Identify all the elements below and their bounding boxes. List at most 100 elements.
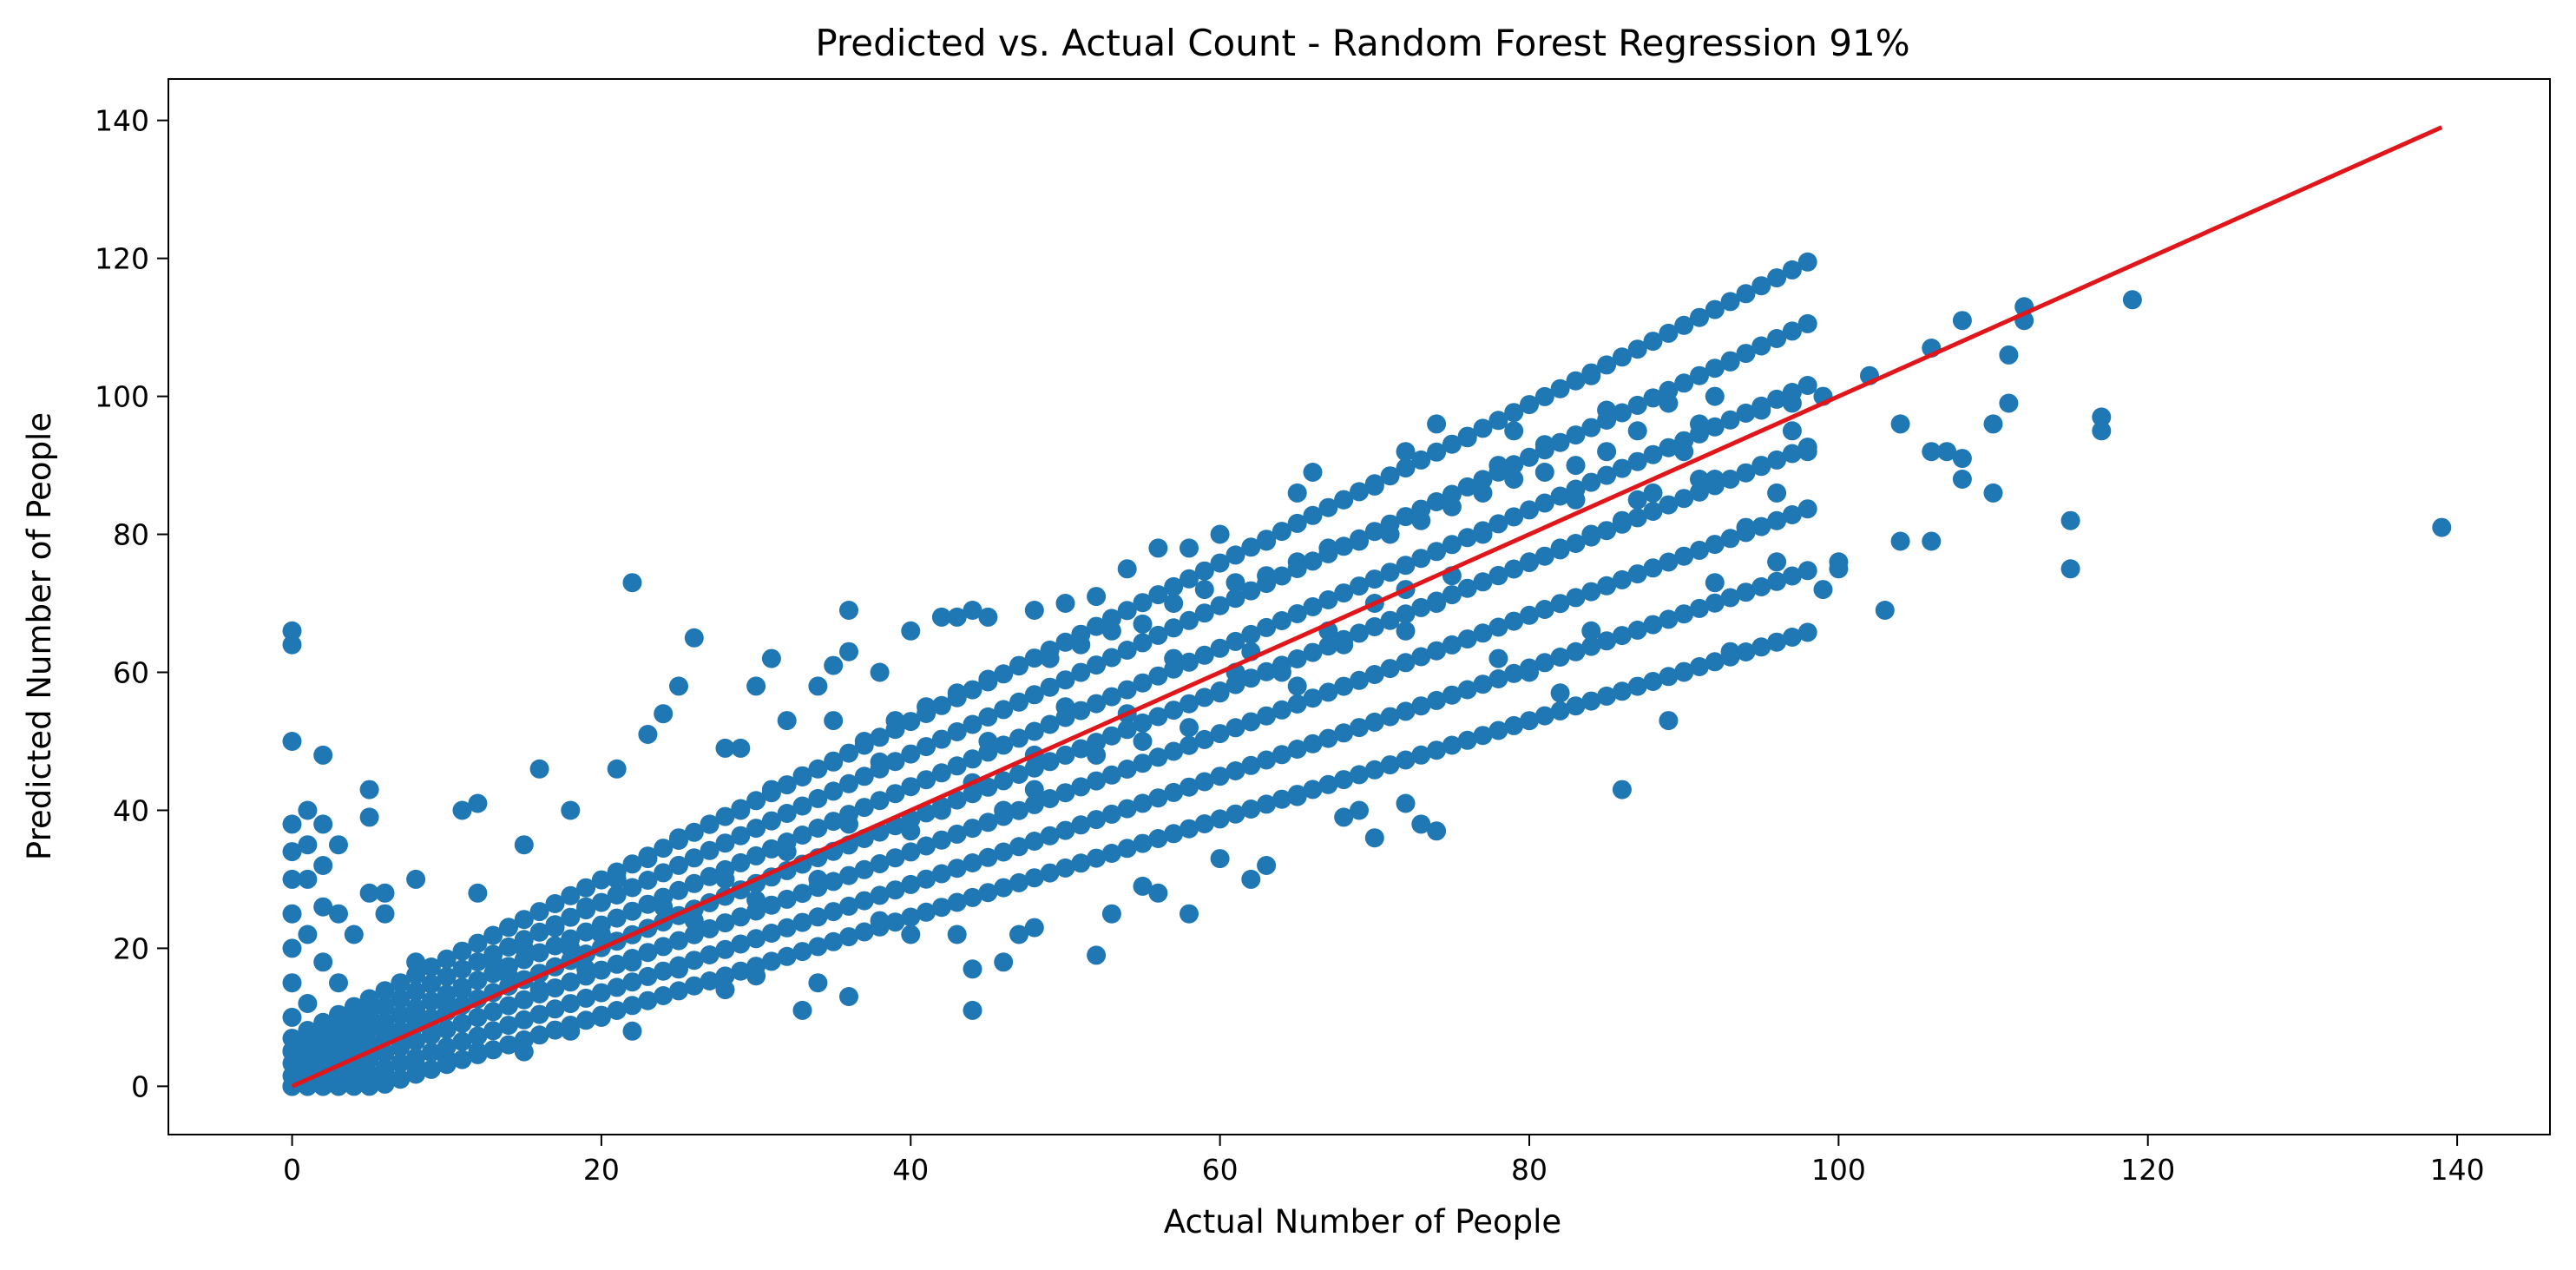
scatter-point	[1782, 383, 1802, 402]
scatter-point	[854, 735, 874, 755]
scatter-point	[1457, 730, 1477, 750]
scatter-point	[1952, 470, 1972, 489]
scatter-point	[1272, 611, 1291, 630]
scatter-point	[298, 994, 318, 1013]
scatter-point	[1164, 576, 1184, 596]
scatter-point	[1782, 505, 1802, 524]
scatter-point	[1040, 752, 1060, 772]
y-tick-label: 40	[113, 793, 149, 827]
scatter-point	[329, 1033, 348, 1053]
scatter-point	[1504, 663, 1524, 683]
scatter-point	[1581, 636, 1601, 656]
scatter-point	[870, 759, 890, 779]
scatter-point	[1782, 421, 1802, 441]
scatter-point	[917, 869, 936, 889]
reference-line-layer	[291, 125, 2443, 1089]
scatter-point	[1210, 724, 1230, 744]
scatter-point	[963, 853, 982, 872]
scatter-point	[1287, 649, 1307, 668]
x-tick-label: 60	[1202, 1153, 1239, 1187]
scatter-point	[514, 950, 534, 970]
scatter-point	[901, 874, 921, 894]
scatter-point	[978, 672, 998, 692]
scatter-point	[391, 1069, 411, 1089]
scatter-point	[1566, 534, 1586, 553]
scatter-point	[1550, 540, 1570, 560]
scatter-point	[1674, 546, 1694, 566]
scatter-point	[669, 931, 688, 951]
scatter-point	[1334, 723, 1354, 743]
scatter-point	[375, 883, 395, 903]
scatter-point	[715, 939, 735, 959]
scatter-point	[1690, 365, 1709, 385]
scatter-point	[1009, 728, 1028, 748]
scatter-point	[591, 1005, 611, 1025]
scatter-point	[576, 966, 596, 986]
scatter-point	[1024, 685, 1044, 705]
scatter-point	[1442, 535, 1462, 555]
scatter-point	[931, 695, 951, 715]
scatter-point	[1473, 483, 1493, 503]
scatter-point	[638, 990, 658, 1010]
y-tick-label: 60	[113, 656, 149, 690]
scatter-point	[1720, 588, 1740, 608]
scatter-point	[1782, 628, 1802, 647]
scatter-point	[1612, 347, 1632, 367]
scatter-point	[1164, 741, 1184, 761]
scatter-point	[545, 915, 565, 935]
scatter-point	[1318, 543, 1338, 563]
reference-line	[291, 125, 2443, 1089]
scatter-point	[1566, 425, 1586, 445]
scatter-point	[1952, 311, 1972, 331]
scatter-point	[406, 982, 426, 1002]
scatter-point	[963, 714, 982, 734]
scatter-point	[1396, 701, 1416, 721]
scatter-point	[1087, 655, 1107, 675]
scatter-point	[591, 915, 611, 935]
scatter-point	[622, 573, 642, 593]
scatter-point	[344, 997, 364, 1017]
scatter-point	[313, 1040, 333, 1060]
scatter-point	[1164, 594, 1184, 613]
scatter-point	[1396, 442, 1416, 462]
scatter-point	[1427, 542, 1447, 562]
scatter-point	[1597, 465, 1617, 485]
scatter-point	[792, 1000, 812, 1020]
scatter-point	[1767, 329, 1787, 348]
scatter-point	[1055, 820, 1075, 840]
scatter-point	[622, 878, 642, 898]
scatter-point	[1055, 670, 1075, 690]
scatter-point	[529, 759, 549, 779]
scatter-point	[1148, 788, 1168, 808]
scatter-point	[1627, 490, 1647, 510]
scatter-point	[1736, 463, 1756, 483]
scatter-point	[978, 607, 998, 627]
scatter-point	[406, 869, 426, 889]
scatter-point	[514, 1030, 534, 1050]
scatter-point	[1643, 558, 1663, 578]
scatter-point	[1767, 450, 1787, 470]
scatter-point	[1705, 359, 1725, 378]
scatter-point	[1612, 681, 1632, 701]
scatter-point	[1705, 417, 1725, 437]
scatter-point	[1101, 765, 1121, 785]
scatter-point	[282, 1029, 302, 1049]
scatter-point	[452, 1013, 472, 1033]
scatter-point	[1534, 706, 1554, 726]
scatter-point	[1427, 690, 1447, 710]
scatter-point	[298, 1060, 318, 1080]
scatter-point	[1659, 552, 1679, 572]
scatter-point	[1983, 483, 2003, 503]
scatter-point	[808, 788, 828, 808]
scatter-point	[839, 865, 858, 885]
scatter-point	[1287, 513, 1307, 533]
scatter-point	[1226, 804, 1245, 824]
scatter-point	[917, 770, 936, 790]
scatter-point	[1241, 755, 1261, 775]
scatter-point	[684, 628, 704, 648]
scatter-point	[1550, 594, 1570, 614]
scatter-point	[1396, 621, 1416, 641]
scatter-point	[1767, 510, 1787, 530]
scatter-point	[1396, 458, 1416, 478]
